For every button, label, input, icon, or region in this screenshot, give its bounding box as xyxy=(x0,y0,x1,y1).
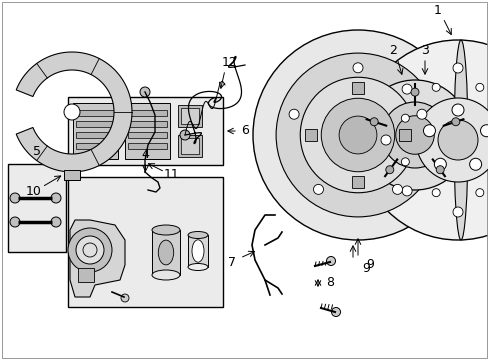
Ellipse shape xyxy=(453,40,467,240)
Text: 5: 5 xyxy=(33,145,41,158)
Bar xyxy=(68,97,223,165)
Circle shape xyxy=(392,184,402,194)
Circle shape xyxy=(451,104,463,116)
Circle shape xyxy=(276,53,439,217)
Circle shape xyxy=(437,120,477,160)
Ellipse shape xyxy=(187,264,207,270)
Circle shape xyxy=(64,104,80,120)
Polygon shape xyxy=(70,220,125,297)
Bar xyxy=(178,135,202,157)
Circle shape xyxy=(51,217,61,227)
Circle shape xyxy=(76,236,104,264)
Circle shape xyxy=(401,158,408,166)
Circle shape xyxy=(51,193,61,203)
Polygon shape xyxy=(16,52,132,172)
Text: 12: 12 xyxy=(222,55,237,68)
Bar xyxy=(128,121,167,127)
Circle shape xyxy=(452,63,462,73)
Bar xyxy=(64,170,80,180)
Text: 6: 6 xyxy=(241,125,248,138)
Circle shape xyxy=(468,158,481,170)
Bar xyxy=(76,110,115,116)
Bar xyxy=(181,108,199,124)
Circle shape xyxy=(416,109,426,119)
Text: 10: 10 xyxy=(26,185,42,198)
Bar xyxy=(304,129,316,141)
Ellipse shape xyxy=(152,225,180,235)
Circle shape xyxy=(326,256,335,265)
Bar xyxy=(398,129,410,141)
Circle shape xyxy=(431,83,439,91)
Circle shape xyxy=(452,207,462,217)
Circle shape xyxy=(338,116,376,154)
Circle shape xyxy=(313,184,323,194)
Text: 8: 8 xyxy=(325,276,333,289)
Circle shape xyxy=(359,80,469,190)
Circle shape xyxy=(352,63,362,73)
Ellipse shape xyxy=(187,231,207,238)
Text: 2: 2 xyxy=(388,44,396,57)
Text: 9: 9 xyxy=(366,258,373,271)
Circle shape xyxy=(433,158,446,170)
Circle shape xyxy=(475,189,483,197)
Circle shape xyxy=(401,114,408,122)
Circle shape xyxy=(401,84,411,94)
Circle shape xyxy=(451,118,459,126)
Circle shape xyxy=(180,130,190,140)
Bar xyxy=(181,138,199,154)
Ellipse shape xyxy=(158,240,173,265)
Circle shape xyxy=(331,307,340,316)
Circle shape xyxy=(410,88,418,96)
Bar xyxy=(78,268,94,282)
Circle shape xyxy=(369,118,377,126)
Circle shape xyxy=(252,30,462,240)
Circle shape xyxy=(121,294,129,302)
Circle shape xyxy=(300,77,415,193)
Bar xyxy=(187,235,207,267)
Text: 1: 1 xyxy=(433,4,441,17)
Circle shape xyxy=(395,116,433,154)
Circle shape xyxy=(321,98,394,172)
Bar xyxy=(73,103,118,159)
Bar xyxy=(128,110,167,116)
Bar xyxy=(128,143,167,149)
Circle shape xyxy=(357,40,488,240)
Bar xyxy=(128,132,167,138)
Circle shape xyxy=(435,166,443,174)
Bar xyxy=(76,132,115,138)
Circle shape xyxy=(68,228,112,272)
Bar xyxy=(178,105,202,127)
Circle shape xyxy=(380,135,390,145)
Circle shape xyxy=(10,217,20,227)
Bar xyxy=(8,164,66,252)
Text: 3: 3 xyxy=(420,44,428,57)
Bar xyxy=(76,143,115,149)
Circle shape xyxy=(475,83,483,91)
Circle shape xyxy=(140,87,150,97)
Bar xyxy=(68,177,223,307)
Text: 9: 9 xyxy=(361,261,369,274)
Circle shape xyxy=(288,109,299,119)
Circle shape xyxy=(401,186,411,196)
Circle shape xyxy=(431,189,439,197)
Bar xyxy=(351,176,363,188)
Text: 11: 11 xyxy=(164,168,180,181)
Bar xyxy=(351,82,363,94)
Ellipse shape xyxy=(192,240,203,262)
Ellipse shape xyxy=(152,270,180,280)
Text: 7: 7 xyxy=(227,256,236,269)
Circle shape xyxy=(480,125,488,137)
Bar xyxy=(76,121,115,127)
Circle shape xyxy=(385,166,393,174)
Circle shape xyxy=(415,98,488,182)
Circle shape xyxy=(423,125,435,137)
Bar xyxy=(152,230,180,275)
Bar xyxy=(125,103,170,159)
Circle shape xyxy=(10,193,20,203)
Circle shape xyxy=(381,102,447,168)
Text: 4: 4 xyxy=(141,148,149,162)
